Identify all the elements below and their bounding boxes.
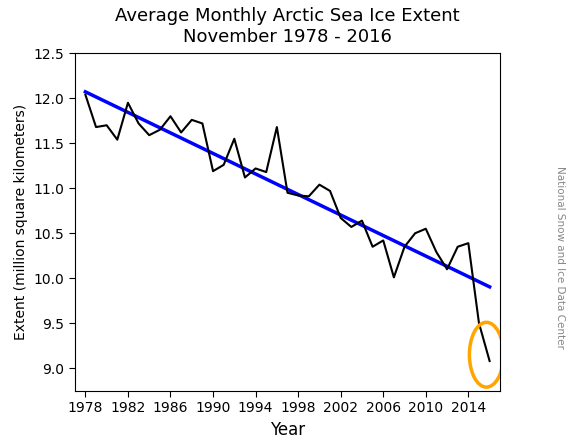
Text: National Snow and Ice Data Center: National Snow and Ice Data Center xyxy=(555,166,565,349)
X-axis label: Year: Year xyxy=(270,421,305,439)
Title: Average Monthly Arctic Sea Ice Extent
November 1978 - 2016: Average Monthly Arctic Sea Ice Extent No… xyxy=(115,8,460,46)
Y-axis label: Extent (million square kilometers): Extent (million square kilometers) xyxy=(14,104,28,340)
